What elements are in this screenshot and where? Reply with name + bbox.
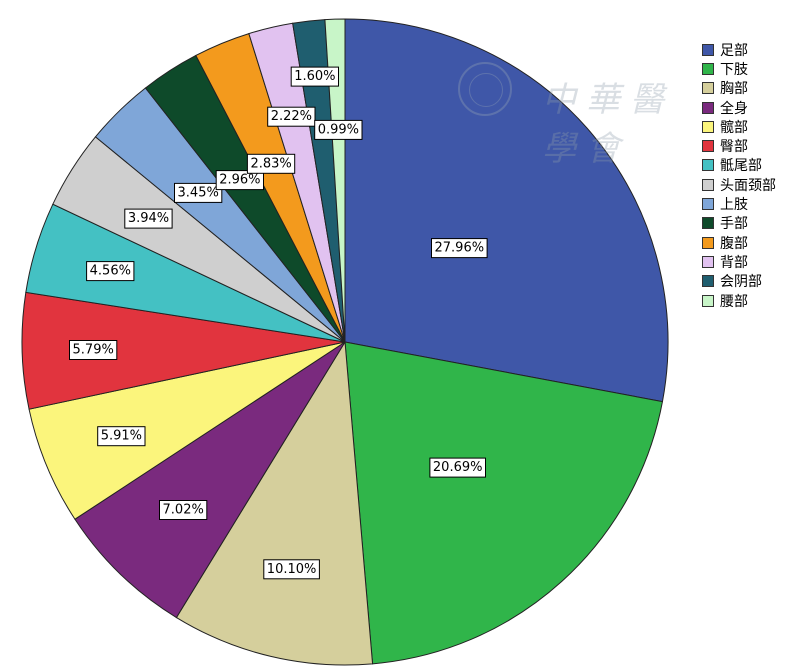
legend-swatch [702, 43, 714, 56]
slice-data-label: 4.56% [86, 261, 135, 282]
pie-slice [344, 341, 664, 665]
society-seal-icon [458, 62, 512, 116]
slice-label-box [429, 457, 486, 478]
legend-item: 下肢 [702, 59, 776, 78]
slice-data-label: 2.96% [215, 170, 264, 191]
legend-swatch [702, 294, 714, 307]
legend-swatch [702, 178, 714, 191]
slice-data-label: 27.96% [431, 238, 488, 259]
legend-item: 全身 [702, 98, 776, 117]
legend-item: 背部 [702, 252, 776, 271]
legend-swatch [702, 159, 714, 172]
legend-swatch [702, 140, 714, 153]
slice-percent-text: 2.83% [250, 156, 291, 171]
slice-data-label: 10.10% [263, 559, 320, 580]
pie-slice [175, 340, 374, 666]
legend-label: 腹部 [720, 235, 748, 252]
slice-percent-text: 10.10% [267, 562, 317, 577]
legend-swatch [702, 198, 714, 211]
slice-label-box [215, 170, 264, 191]
legend-label: 会阴部 [720, 274, 762, 291]
slice-percent-text: 5.79% [73, 343, 114, 358]
legend-label: 胸部 [720, 81, 748, 98]
slice-percent-text: 2.96% [219, 173, 260, 188]
pie-slice [74, 341, 346, 619]
legend-swatch [702, 120, 714, 133]
slice-data-label: 3.45% [174, 182, 223, 203]
legend-label: 全身 [720, 100, 748, 117]
slice-label-box [314, 119, 363, 140]
slice-percent-text: 20.69% [433, 460, 483, 475]
legend-label: 头面颈部 [720, 177, 776, 194]
legend-item: 足部 [702, 40, 776, 59]
slice-label-box [97, 426, 146, 447]
slice-data-label: 7.02% [159, 500, 208, 520]
slice-percent-text: 3.94% [128, 211, 169, 226]
legend-swatch [702, 275, 714, 288]
pie-slices [21, 18, 669, 666]
legend-item: 上肢 [702, 194, 776, 213]
legend-swatch [702, 217, 714, 230]
legend-label: 骶尾部 [720, 158, 762, 175]
slice-label-box [267, 106, 316, 127]
legend-item: 腹部 [702, 233, 776, 252]
chart-legend: 足部下肢胸部全身髋部臀部骶尾部头面颈部上肢手部腹部背部会阴部腰部 [702, 40, 776, 310]
slice-label-box [86, 261, 135, 282]
legend-label: 臀部 [720, 139, 748, 156]
legend-item: 手部 [702, 214, 776, 233]
slice-data-label: 3.94% [124, 208, 173, 229]
legend-item: 臀部 [702, 136, 776, 155]
slice-data-label: 5.79% [69, 340, 118, 360]
legend-label: 髋部 [720, 119, 748, 136]
watermark: 中華醫學會 [458, 62, 708, 169]
legend-item: 会阴部 [702, 272, 776, 291]
slice-data-label: 0.99% [314, 119, 363, 140]
slice-label-box [174, 182, 223, 203]
slice-percent-text: 2.22% [271, 109, 312, 124]
slice-percent-text: 3.45% [178, 185, 219, 200]
legend-swatch [702, 82, 714, 95]
slice-data-label: 2.83% [246, 153, 296, 174]
legend-item: 腰部 [702, 291, 776, 310]
legend-swatch [702, 255, 714, 268]
slice-label-box [263, 559, 320, 580]
legend-label: 下肢 [720, 61, 748, 78]
legend-label: 上肢 [720, 197, 748, 214]
legend-item: 髋部 [702, 117, 776, 136]
slice-data-label: 2.22% [267, 106, 316, 127]
pie-slice [28, 341, 346, 520]
slice-percent-text: 27.96% [435, 241, 485, 256]
slice-label-box [290, 66, 340, 87]
legend-item: 头面颈部 [702, 175, 776, 194]
slice-label-box [124, 208, 173, 229]
slice-percent-text: 0.99% [318, 122, 359, 137]
legend-label: 腰部 [720, 293, 748, 310]
slice-label-box [159, 500, 208, 520]
legend-item: 胸部 [702, 79, 776, 98]
legend-swatch [702, 101, 714, 114]
slice-label-box [69, 340, 118, 360]
slice-percent-text: 4.56% [90, 264, 131, 279]
pie-data-labels: 27.96% 20.69% 10.10% 7.02% 5.91% 5.79% 4.56% 3.… [69, 66, 488, 580]
legend-swatch [702, 62, 714, 75]
slice-data-label: 1.60% [290, 66, 340, 87]
legend-swatch [702, 236, 714, 249]
slice-percent-text: 1.60% [294, 69, 335, 84]
legend-label: 手部 [720, 216, 748, 233]
slice-percent-text: 7.02% [163, 503, 204, 518]
slice-data-label: 20.69% [429, 457, 486, 478]
legend-item: 骶尾部 [702, 156, 776, 175]
legend-label: 背部 [720, 254, 748, 271]
slice-label-box [246, 153, 296, 174]
pie-slice [324, 18, 346, 343]
slice-percent-text: 5.91% [101, 429, 142, 444]
legend-label: 足部 [720, 42, 748, 59]
slice-label-box [431, 238, 488, 259]
slice-data-label: 5.91% [97, 426, 146, 447]
pie-slice [344, 18, 669, 403]
watermark-text: 中華醫學會 [542, 80, 674, 169]
